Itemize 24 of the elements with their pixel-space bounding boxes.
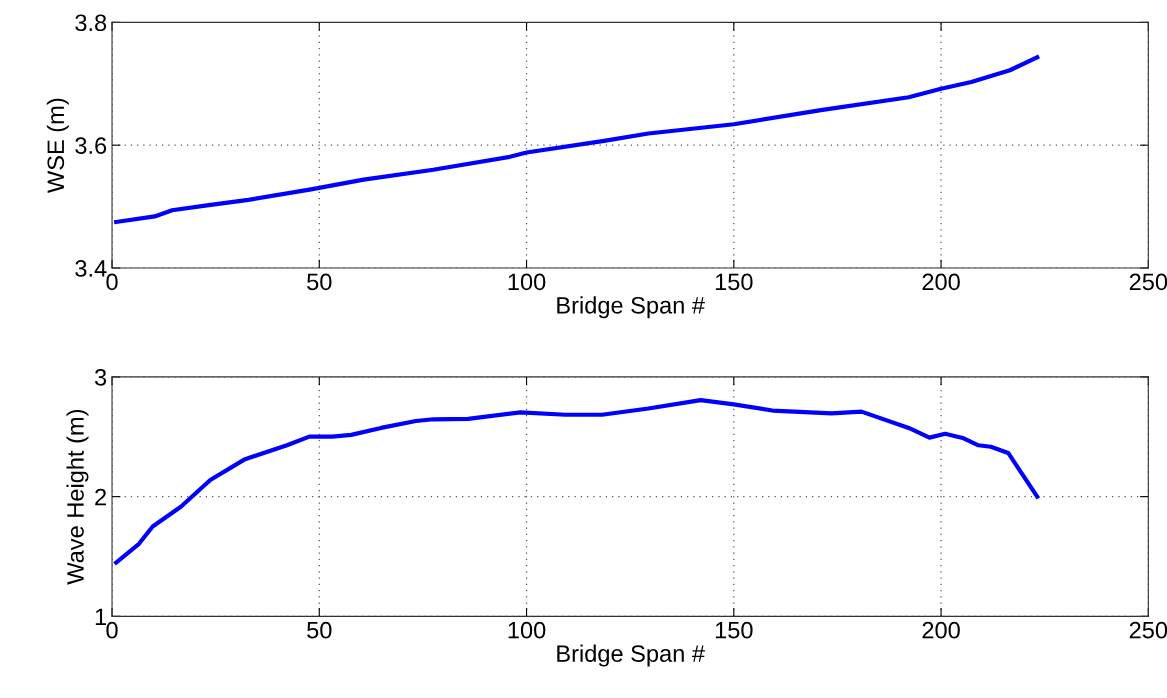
y-tick-label: 1 bbox=[95, 608, 107, 625]
x-tick-label: 250 bbox=[1129, 273, 1167, 291]
y-tick-label: 3 bbox=[94, 368, 107, 386]
line-series bbox=[114, 398, 1040, 565]
x-tick-label: 50 bbox=[307, 273, 332, 291]
x-tick-label: 150 bbox=[715, 621, 753, 639]
x-tick-label: 250 bbox=[1129, 621, 1167, 639]
y-tick-label: 3.8 bbox=[75, 14, 107, 32]
y-tick-label: 3.6 bbox=[75, 137, 107, 154]
x-tick-label: 150 bbox=[715, 273, 753, 291]
x-tick-label: 50 bbox=[307, 621, 332, 639]
x-tick-label: 200 bbox=[922, 621, 960, 639]
x-tick-label: 0 bbox=[106, 273, 118, 291]
x-tick-label: 100 bbox=[508, 273, 546, 291]
y-axis-title: WSE (m) bbox=[46, 98, 69, 193]
y-tick-label: 2 bbox=[95, 488, 106, 506]
y-tick-label: 3.4 bbox=[75, 260, 107, 277]
x-axis-title: Bridge Span # bbox=[557, 296, 705, 319]
line-series bbox=[114, 55, 1040, 225]
x-axis-title: Bridge Span # bbox=[557, 644, 705, 667]
x-tick-label: 100 bbox=[508, 621, 546, 639]
x-tick-label: 0 bbox=[106, 621, 118, 639]
x-tick-label: 200 bbox=[922, 273, 960, 291]
y-axis-title: Wave Height (m) bbox=[66, 409, 89, 585]
